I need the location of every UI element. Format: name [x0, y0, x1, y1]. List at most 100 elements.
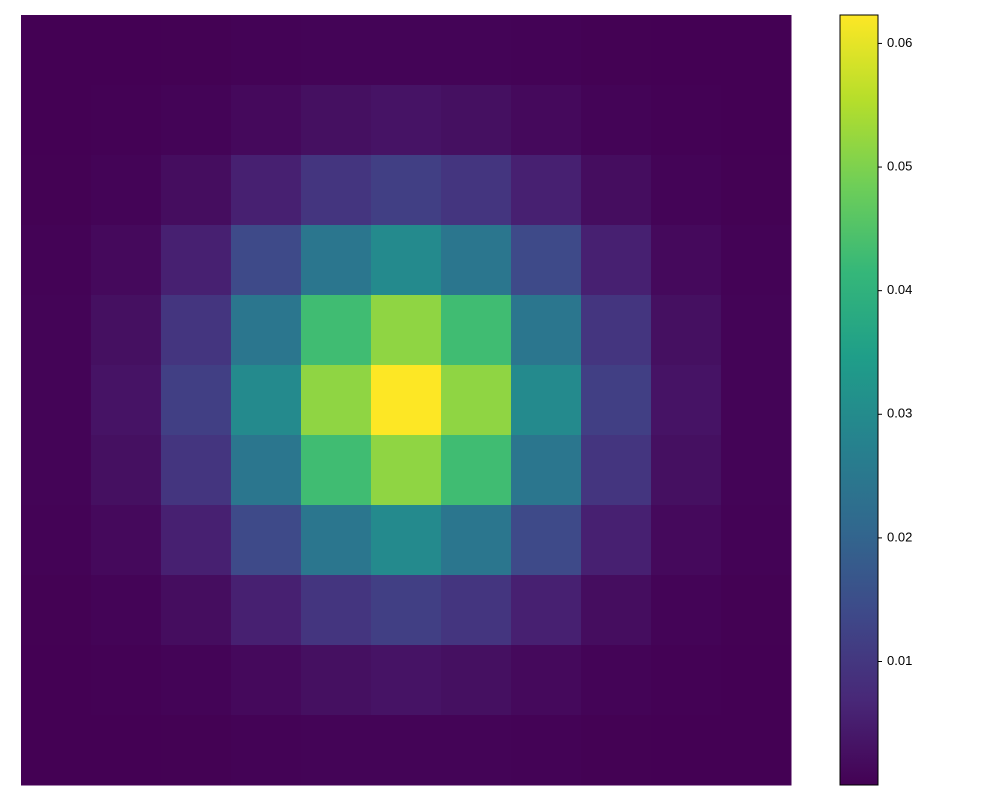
heatmap-cell — [21, 645, 92, 716]
heatmap-cell — [91, 155, 162, 226]
heatmap-cell — [21, 85, 92, 156]
heatmap-cell — [21, 15, 92, 86]
heatmap-cell — [91, 715, 162, 786]
heatmap-cell — [371, 85, 442, 156]
heatmap-cell — [301, 715, 372, 786]
heatmap-cell — [651, 715, 722, 786]
heatmap-cell — [231, 575, 302, 646]
heatmap-cell — [581, 155, 652, 226]
heatmap-cell — [161, 645, 232, 716]
heatmap-cell — [581, 505, 652, 576]
heatmap-cell — [581, 435, 652, 506]
heatmap-cell — [161, 715, 232, 786]
heatmap-cell — [581, 225, 652, 296]
colorbar — [839, 14, 879, 786]
heatmap-cell — [651, 505, 722, 576]
heatmap-cell — [721, 505, 792, 576]
heatmap-cell — [721, 435, 792, 506]
heatmap-cell — [231, 85, 302, 156]
heatmap-cell — [651, 295, 722, 366]
colorbar-tick-label: 0.04 — [887, 282, 912, 297]
heatmap-cell — [161, 575, 232, 646]
heatmap-cell — [21, 435, 92, 506]
heatmap-cell — [511, 225, 582, 296]
heatmap-cell — [91, 365, 162, 436]
heatmap-cell — [581, 15, 652, 86]
heatmap-cell — [371, 225, 442, 296]
heatmap-cell — [721, 15, 792, 86]
heatmap-cell — [371, 575, 442, 646]
heatmap-cell — [651, 365, 722, 436]
heatmap-cell — [91, 435, 162, 506]
heatmap-cell — [161, 85, 232, 156]
heatmap-cell — [441, 295, 512, 366]
heatmap-cell — [301, 365, 372, 436]
heatmap-cell — [231, 435, 302, 506]
heatmap-cell — [301, 85, 372, 156]
heatmap-cell — [721, 155, 792, 226]
heatmap-cell — [91, 225, 162, 296]
heatmap-cell — [721, 715, 792, 786]
heatmap-cell — [301, 295, 372, 366]
heatmap-cell — [91, 85, 162, 156]
heatmap-cell — [511, 85, 582, 156]
heatmap-cell — [371, 365, 442, 436]
heatmap-cell — [441, 435, 512, 506]
heatmap-cell — [651, 85, 722, 156]
heatmap-cell — [441, 645, 512, 716]
heatmap-cell — [651, 435, 722, 506]
heatmap-cell — [301, 645, 372, 716]
heatmap-cell — [511, 15, 582, 86]
heatmap-cell — [371, 155, 442, 226]
heatmap-cell — [721, 365, 792, 436]
heatmap-cell — [511, 155, 582, 226]
heatmap-cell — [231, 295, 302, 366]
heatmap-cell — [91, 505, 162, 576]
heatmap-cell — [161, 15, 232, 86]
heatmap-cell — [161, 225, 232, 296]
heatmap-cell — [91, 15, 162, 86]
heatmap-cell — [21, 225, 92, 296]
heatmap-cell — [511, 645, 582, 716]
heatmap-cell — [91, 575, 162, 646]
heatmap-cell — [651, 575, 722, 646]
heatmap-cell — [161, 505, 232, 576]
heatmap-cell — [441, 505, 512, 576]
heatmap-cell — [231, 505, 302, 576]
heatmap-cell — [651, 645, 722, 716]
heatmap-cell — [161, 365, 232, 436]
heatmap-cell — [161, 295, 232, 366]
heatmap-cell — [511, 365, 582, 436]
heatmap-cell — [721, 295, 792, 366]
heatmap-cell — [441, 155, 512, 226]
heatmap-cell — [21, 295, 92, 366]
heatmap-cell — [511, 715, 582, 786]
heatmap-cell — [301, 435, 372, 506]
heatmap-cell — [441, 85, 512, 156]
heatmap-cell — [511, 575, 582, 646]
colorbar-tick-label: 0.05 — [887, 158, 912, 173]
heatmap-cell — [651, 155, 722, 226]
heatmap-cell — [651, 15, 722, 86]
heatmap-cell — [91, 645, 162, 716]
heatmap-cell — [21, 365, 92, 436]
heatmap-cell — [441, 715, 512, 786]
heatmap-cell — [441, 575, 512, 646]
heatmap-cell — [161, 155, 232, 226]
heatmap-cell — [721, 225, 792, 296]
heatmap-cell — [371, 435, 442, 506]
heatmap-cell — [301, 575, 372, 646]
heatmap-cell — [511, 295, 582, 366]
heatmap-cell — [231, 715, 302, 786]
heatmap-cell — [581, 85, 652, 156]
heatmap-cell — [231, 365, 302, 436]
colorbar-tick-label: 0.06 — [887, 35, 912, 50]
heatmap-cell — [371, 15, 442, 86]
heatmap-cell — [21, 715, 92, 786]
heatmap-cell — [91, 295, 162, 366]
colorbar-tick-label: 0.02 — [887, 529, 912, 544]
heatmap-cell — [301, 505, 372, 576]
heatmap-cell — [21, 575, 92, 646]
heatmap-cell — [371, 645, 442, 716]
colorbar-tick-label: 0.01 — [887, 653, 912, 668]
